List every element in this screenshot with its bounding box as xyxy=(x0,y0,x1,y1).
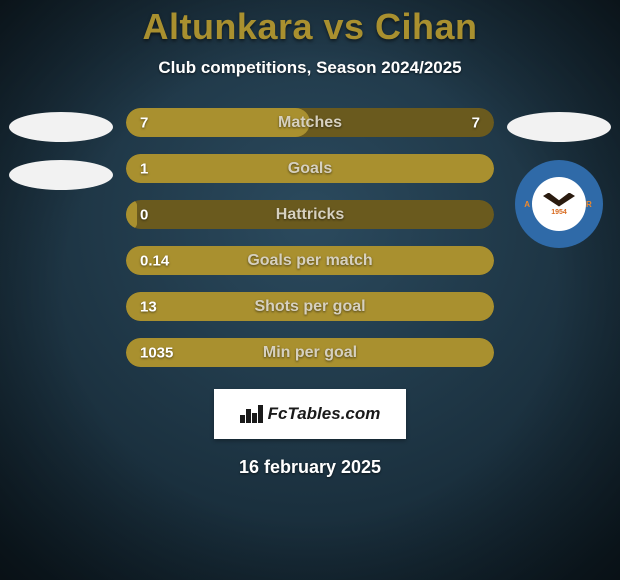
right-column: ADANASPOR ADANA 1954 xyxy=(504,108,614,248)
stat-right-value: 7 xyxy=(472,114,480,131)
stat-label: Goals per match xyxy=(247,252,372,270)
stat-row-matches: 7 7 Matches xyxy=(126,108,494,137)
stat-row-min-per-goal: 1035 Min per goal xyxy=(126,338,494,367)
stat-left-value: 1 xyxy=(140,160,148,177)
stat-label: Matches xyxy=(278,114,342,132)
club-badge-adanaspor: ADANASPOR ADANA 1954 xyxy=(515,160,603,248)
club-year: 1954 xyxy=(551,209,567,216)
stat-left-value: 13 xyxy=(140,298,157,315)
stat-left-value: 0.14 xyxy=(140,252,169,269)
stat-row-shots-per-goal: 13 Shots per goal xyxy=(126,292,494,321)
stat-fill xyxy=(126,200,137,229)
eagle-icon xyxy=(543,193,575,207)
stat-row-hattricks: 0 Hattricks xyxy=(126,200,494,229)
left-badge-2 xyxy=(9,160,113,190)
left-column xyxy=(6,108,116,190)
stat-label: Shots per goal xyxy=(254,298,365,316)
stats-column: 7 7 Matches 1 Goals 0 Hattricks 0.14 Goals per m… xyxy=(116,108,504,367)
bar-chart-icon xyxy=(240,405,262,423)
stat-left-value: 7 xyxy=(140,114,148,131)
page-title: Altunkara vs Cihan xyxy=(142,6,477,48)
stat-left-value: 0 xyxy=(140,206,148,223)
stat-label: Min per goal xyxy=(263,344,357,362)
stat-row-goals-per-match: 0.14 Goals per match xyxy=(126,246,494,275)
subtitle: Club competitions, Season 2024/2025 xyxy=(158,58,461,78)
right-badge-1 xyxy=(507,112,611,142)
stat-row-goals: 1 Goals xyxy=(126,154,494,183)
stat-left-value: 1035 xyxy=(140,344,173,361)
brand-text: FcTables.com xyxy=(268,404,381,424)
date-line: 16 february 2025 xyxy=(239,457,381,478)
left-badge-1 xyxy=(9,112,113,142)
stat-label: Goals xyxy=(288,160,332,178)
brand-box[interactable]: FcTables.com xyxy=(214,389,406,439)
stat-label: Hattricks xyxy=(276,206,344,224)
main-area: 7 7 Matches 1 Goals 0 Hattricks 0.14 Goals per m… xyxy=(0,108,620,367)
